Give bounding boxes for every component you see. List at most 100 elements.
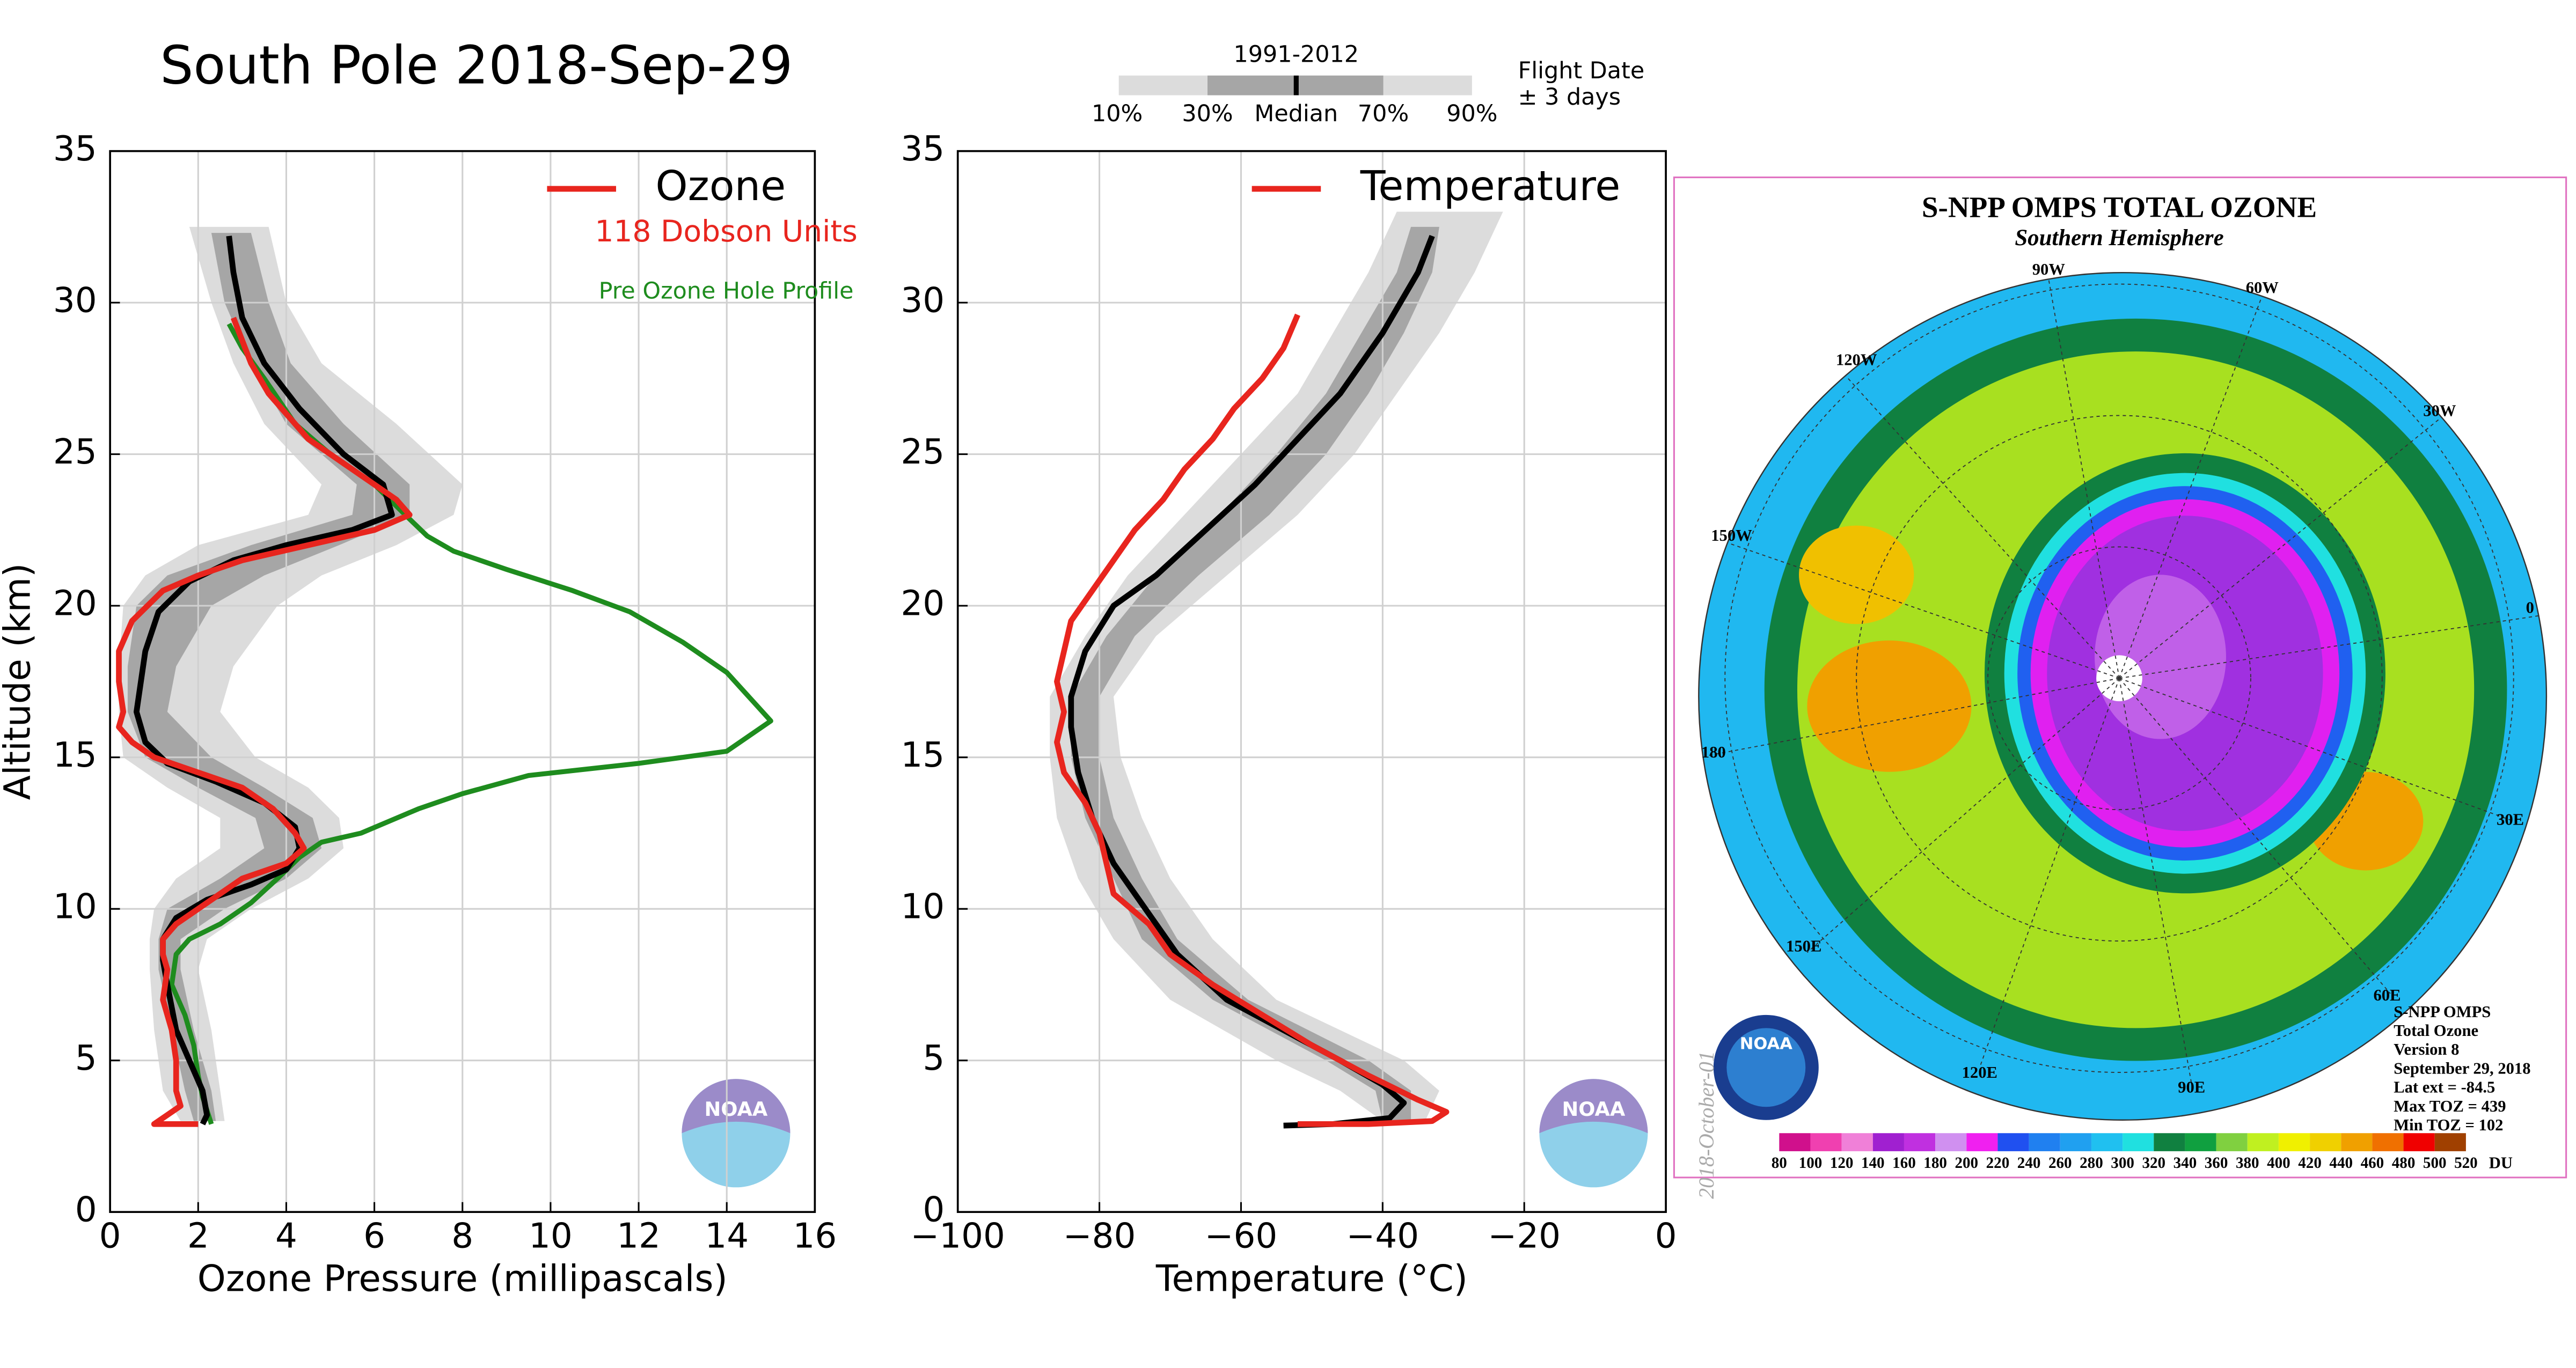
longitude-label: 120E <box>1962 1063 1997 1082</box>
map-title: S-NPP OMPS TOTAL OZONE <box>1922 190 2317 223</box>
legend-percentile: 90% <box>1446 100 1497 127</box>
x-axis-label: Temperature (°C) <box>1155 1257 1468 1299</box>
plot-frame <box>109 150 816 1213</box>
colorbar-label: 240 <box>2017 1154 2041 1172</box>
colorbar-label: 120 <box>1830 1154 1854 1172</box>
legend-percentile: 30% <box>1182 100 1233 127</box>
noaa-logo: NOAA <box>1713 1014 1819 1120</box>
map-info: Max TOZ = 439 <box>2394 1097 2506 1115</box>
colorbar-label: 140 <box>1861 1154 1885 1172</box>
logo-text: NOAA <box>1740 1034 1793 1053</box>
colorbar-segment <box>2310 1133 2341 1151</box>
y-tick-label: 5 <box>923 1038 945 1078</box>
colorbar-label: 100 <box>1799 1154 1823 1172</box>
y-tick-label: 25 <box>53 432 97 472</box>
annotation: Pre Ozone Hole Profile <box>599 277 854 304</box>
legend-note: Flight Date <box>1518 57 1645 84</box>
colorbar-segment <box>2372 1133 2404 1151</box>
plot: 0 2 4 6 8 10 12 14 16 0 5 10 15 20 25 30 35 Ozone Ozone Pr… <box>0 129 858 1299</box>
colorbar-segment <box>2216 1133 2248 1151</box>
colorbar-segment <box>2434 1133 2466 1151</box>
colorbar-segment <box>2278 1133 2310 1151</box>
logo-text: NOAA <box>1562 1098 1625 1121</box>
x-tick-label: 2 <box>187 1216 209 1256</box>
noaa-logo: NOAA <box>682 1079 791 1188</box>
y-axis-label: Altitude (km) <box>0 563 38 800</box>
longitude-label: 60W <box>2246 278 2279 297</box>
colorbar-segment <box>2403 1133 2435 1151</box>
longitude-label: 150E <box>1786 937 1821 955</box>
colorbar-segment <box>1779 1133 1811 1151</box>
colorbar-label: 340 <box>2174 1154 2197 1172</box>
colorbar-label: 500 <box>2423 1154 2447 1172</box>
y-tick-label: 35 <box>901 129 945 169</box>
profile-line <box>116 317 413 1127</box>
y-tick-label: 30 <box>901 281 945 321</box>
chart-title: South Pole 2018-Sep-29 <box>160 35 793 96</box>
colorbar-segment <box>1997 1133 2029 1151</box>
colorbar-label: 420 <box>2298 1154 2322 1172</box>
colorbar-segment <box>2154 1133 2185 1151</box>
y-tick-label: 20 <box>53 584 97 624</box>
colorbar-segment <box>1810 1133 1842 1151</box>
globe-outline <box>1698 271 2548 1121</box>
x-axis-label: Ozone Pressure (millipascals) <box>197 1257 728 1299</box>
colorbar-segment <box>1935 1133 1967 1151</box>
y-tick-label: 10 <box>53 887 97 927</box>
colorbar-label: 320 <box>2142 1154 2165 1172</box>
x-tick-label: 0 <box>99 1216 121 1256</box>
colorbar-segment <box>1872 1133 1904 1151</box>
longitude-label: 90E <box>2178 1078 2205 1097</box>
colorbar-label: 400 <box>2267 1154 2290 1172</box>
map-info: Total Ozone <box>2394 1021 2478 1040</box>
y-tick-label: 15 <box>53 735 97 775</box>
y-tick-label: 10 <box>901 887 945 927</box>
colorbar-label: 360 <box>2205 1154 2228 1172</box>
x-tick-label: 4 <box>275 1216 297 1256</box>
colorbar-label: 280 <box>2080 1154 2103 1172</box>
legend-label: Ozone <box>655 163 786 210</box>
x-tick-label: 14 <box>705 1216 749 1256</box>
colorbar-segment <box>2060 1133 2091 1151</box>
globe <box>1699 273 2546 1120</box>
legend-percentile: 70% <box>1358 100 1409 127</box>
colorbar-segment <box>1966 1133 1998 1151</box>
colorbar-label: 440 <box>2329 1154 2353 1172</box>
x-tick-label: 0 <box>1655 1216 1677 1256</box>
y-tick-label: 0 <box>75 1190 97 1230</box>
annotation: 118 Dobson Units <box>595 214 857 248</box>
y-tick-label: 15 <box>901 735 945 775</box>
legend-period: 1991-2012 <box>1234 41 1359 68</box>
x-tick-label: −20 <box>1488 1216 1561 1256</box>
percentile-band <box>1071 226 1439 1121</box>
colorbar-label: 160 <box>1892 1154 1916 1172</box>
y-tick-label: 5 <box>75 1038 97 1078</box>
map-subtitle: Southern Hemisphere <box>2015 225 2223 251</box>
profile-line <box>169 322 773 1125</box>
map-info: September 29, 2018 <box>2394 1059 2530 1077</box>
colorbar-segment <box>2341 1133 2373 1151</box>
colorbar-segment <box>1841 1133 1873 1151</box>
x-tick-label: −80 <box>1063 1216 1136 1256</box>
x-tick-label: 8 <box>451 1216 473 1256</box>
longitude-label: 30W <box>2423 401 2456 420</box>
longitude-label: 90W <box>2032 260 2066 278</box>
colorbar-segment <box>2029 1133 2060 1151</box>
colorbar-label: 220 <box>1986 1154 2010 1172</box>
percentile-band <box>1050 211 1503 1121</box>
plot-frame <box>956 150 1667 1213</box>
longitude-label: 120W <box>1836 351 1877 369</box>
plot: −100 −80 −60 −40 −20 0 0 5 10 15 20 25 30 35 Temperatu… <box>901 129 1677 1299</box>
longitude-label: 0 <box>2526 599 2534 617</box>
colorbar-unit: DU <box>2489 1153 2513 1172</box>
map-info: Version 8 <box>2394 1040 2459 1058</box>
legend-percentile: Median <box>1254 100 1338 127</box>
legend-note: ± 3 days <box>1518 84 1621 111</box>
x-tick-label: 10 <box>529 1216 573 1256</box>
colorbar-label: 520 <box>2454 1154 2478 1172</box>
colorbar-label: 460 <box>2361 1154 2384 1172</box>
colorbar-label: 200 <box>1955 1154 1978 1172</box>
y-tick-label: 30 <box>53 281 97 321</box>
colorbar-label: 260 <box>2048 1154 2072 1172</box>
colorbar-segment <box>1904 1133 1936 1151</box>
